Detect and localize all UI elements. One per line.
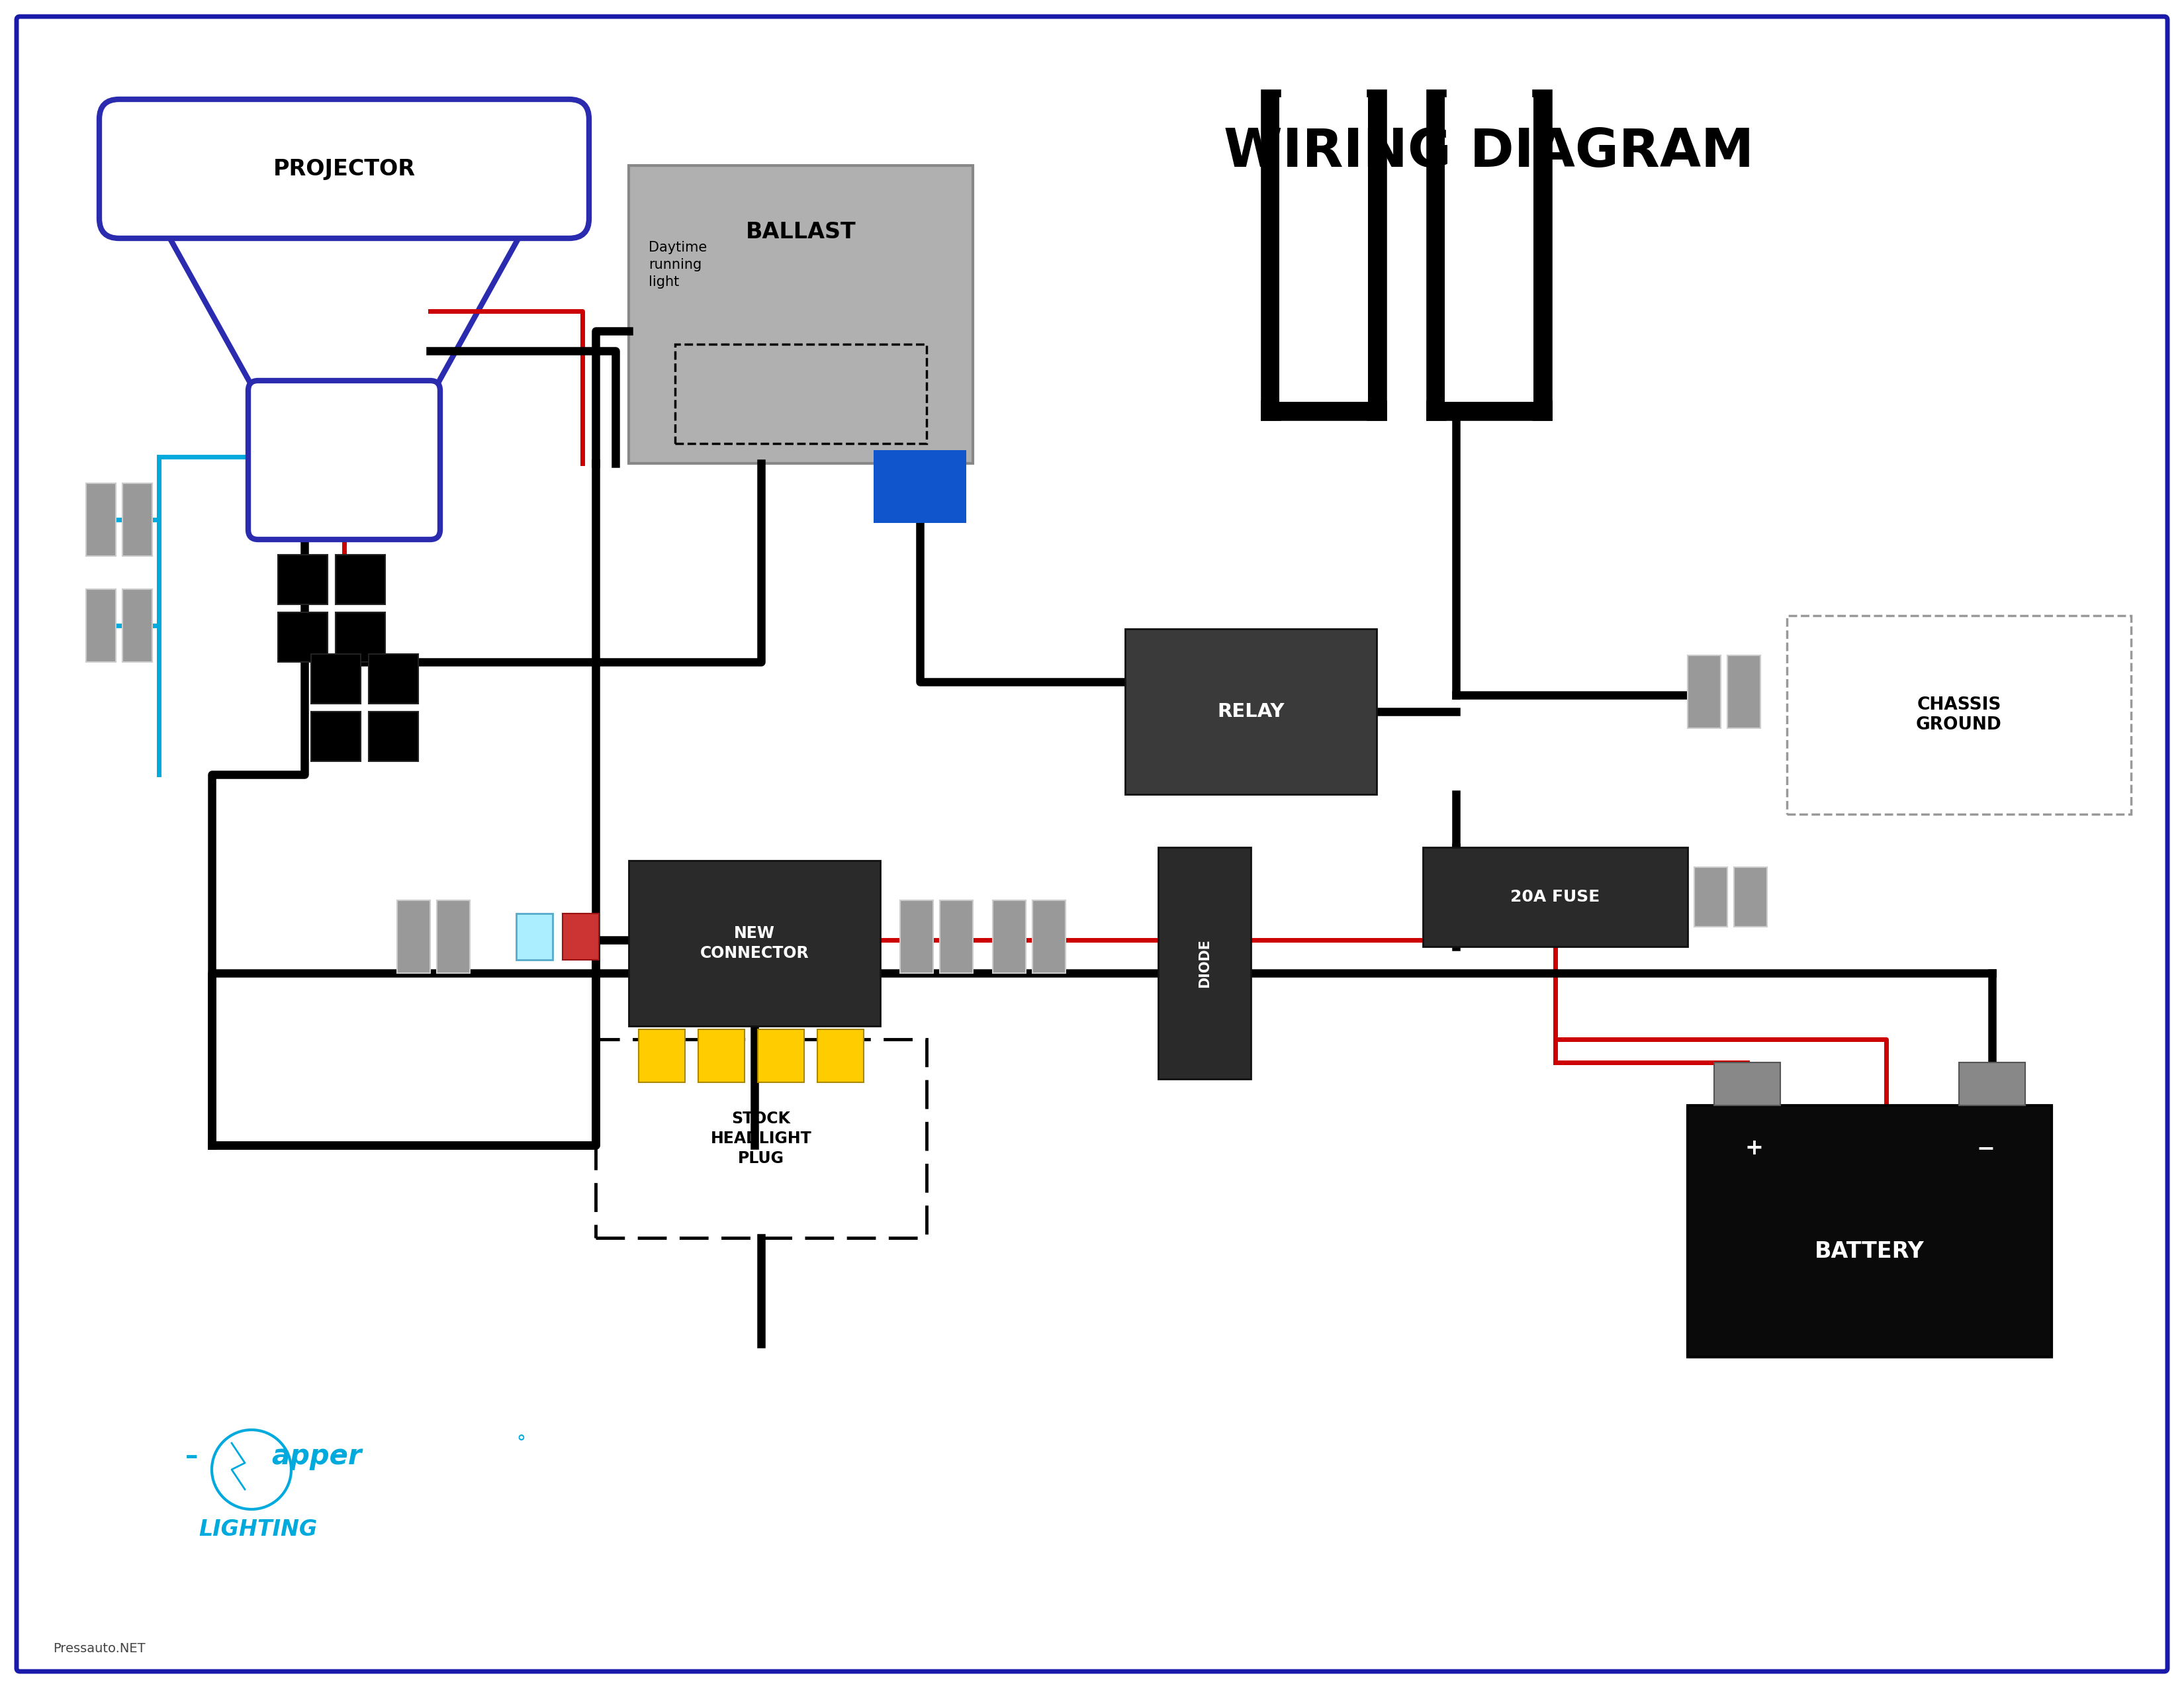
Bar — [122, 483, 153, 555]
Bar — [1033, 900, 1066, 972]
Text: NEW
CONNECTOR: NEW CONNECTOR — [701, 925, 808, 960]
Bar — [1695, 868, 1728, 927]
Text: RELAY: RELAY — [1216, 702, 1284, 721]
Bar — [85, 483, 116, 555]
Text: °: ° — [515, 1433, 526, 1452]
Bar — [369, 653, 419, 704]
Bar — [638, 1030, 686, 1082]
Text: BATTERY: BATTERY — [1815, 1241, 1924, 1263]
Text: –: – — [186, 1443, 199, 1469]
Bar — [277, 613, 328, 662]
Bar — [596, 1040, 926, 1237]
Text: CHASSIS
GROUND: CHASSIS GROUND — [1915, 697, 2003, 734]
Bar — [1125, 630, 1376, 795]
Bar — [85, 589, 116, 662]
Bar — [437, 900, 470, 972]
Bar — [900, 900, 933, 972]
Bar — [336, 555, 384, 604]
Text: apper: apper — [271, 1443, 363, 1470]
Bar — [1446, 98, 1533, 402]
FancyBboxPatch shape — [249, 380, 441, 540]
Text: LIGHTING: LIGHTING — [199, 1518, 317, 1539]
FancyBboxPatch shape — [98, 100, 590, 238]
Bar — [629, 861, 880, 1026]
Bar — [1158, 847, 1251, 1079]
Bar — [310, 653, 360, 704]
Text: Daytime
running
light: Daytime running light — [649, 241, 708, 289]
Bar — [1728, 655, 1760, 728]
Bar — [1688, 655, 1721, 728]
Bar — [397, 900, 430, 972]
Text: −: − — [1977, 1138, 1994, 1160]
Bar — [994, 900, 1026, 972]
Bar — [563, 913, 598, 960]
Bar — [758, 1030, 804, 1082]
Bar — [1734, 868, 1767, 927]
Bar — [939, 900, 972, 972]
Text: WIRING DIAGRAM: WIRING DIAGRAM — [1223, 127, 1754, 177]
Bar — [817, 1030, 863, 1082]
Bar — [336, 613, 384, 662]
Polygon shape — [159, 218, 529, 397]
Text: Pressauto.NET: Pressauto.NET — [52, 1642, 146, 1654]
Text: BALLAST: BALLAST — [745, 221, 856, 243]
Bar — [1280, 98, 1367, 402]
Bar — [629, 165, 972, 464]
Text: DIODE: DIODE — [1197, 939, 1212, 987]
Bar — [675, 344, 926, 444]
Text: +: + — [1745, 1138, 1762, 1160]
Bar — [1688, 1106, 2051, 1357]
Text: 20A FUSE: 20A FUSE — [1511, 890, 1601, 905]
Bar — [369, 712, 419, 761]
Bar — [310, 712, 360, 761]
Bar — [1424, 847, 1688, 947]
Bar — [277, 555, 328, 604]
Bar — [874, 451, 965, 523]
Bar — [699, 1030, 745, 1082]
Bar — [122, 589, 153, 662]
Text: STOCK
HEADLIGHT
PLUG: STOCK HEADLIGHT PLUG — [710, 1111, 812, 1166]
Text: PROJECTOR: PROJECTOR — [273, 159, 415, 179]
Bar — [1714, 1062, 1780, 1106]
Bar — [1959, 1062, 2025, 1106]
Bar — [515, 913, 553, 960]
Bar — [1787, 616, 2132, 814]
